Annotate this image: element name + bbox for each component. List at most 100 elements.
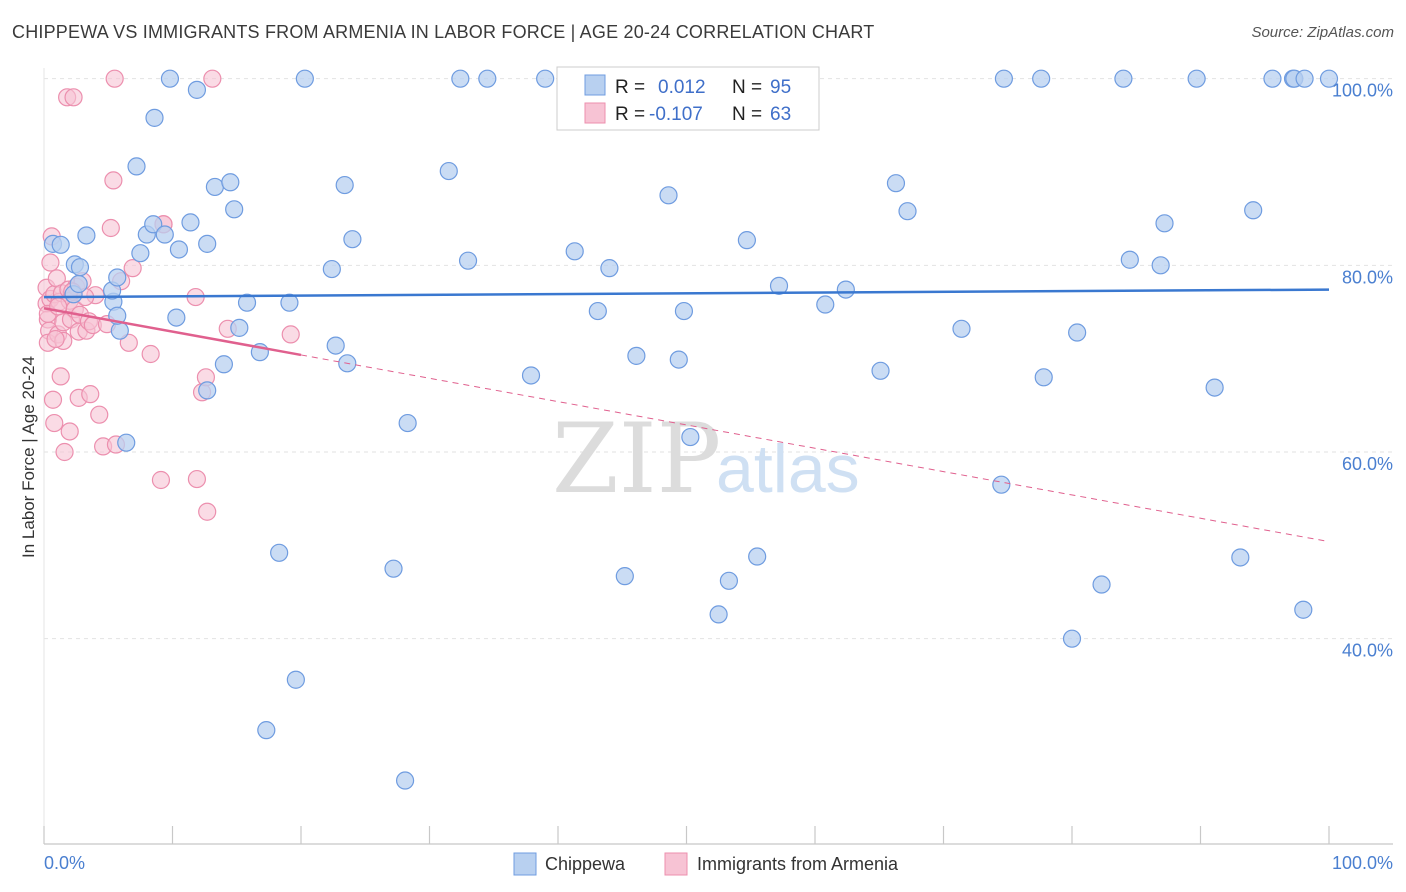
chippewa-point-12 [117,433,136,452]
armenia-point-39 [101,218,120,238]
chippewa-point-1 [51,235,70,254]
y-axis-label: In Labor Force | Age 20-24 [19,356,38,558]
chippewa-point-24 [198,234,217,253]
chippewa-point-52 [565,242,584,261]
chippewa-point-39 [326,336,345,355]
armenia-point-5 [41,253,60,272]
armenia-point-18 [55,442,74,462]
chippewa-point-71 [886,174,906,193]
chippewa-point-44 [395,771,415,790]
y-tick-label-60: 60.0% [1342,454,1393,474]
y-tick-label-80: 80.0% [1342,267,1393,287]
chippewa-point-89 [1263,69,1282,88]
bottom-legend-label-chippewa: Chippewa [545,854,626,874]
armenia-point-60 [46,329,65,349]
legend-n-label-chippewa: N = [732,77,762,98]
chippewa-point-25 [205,177,225,197]
bottom-legend-label-armenia: Immigrants from Armenia [697,854,899,874]
chippewa-point-22 [181,213,200,232]
chippewa-point-8 [110,321,129,340]
chippewa-point-3 [69,274,88,294]
chippewa-point-70 [871,361,890,380]
chippewa-point-27 [214,355,233,374]
chippewa-point-37 [295,69,314,88]
chippewa-point-60 [674,301,694,321]
chippewa-point-74 [992,475,1011,494]
chippewa-point-75 [994,69,1013,88]
chippewa-point-85 [1187,69,1206,88]
chippewa-point-61 [681,427,700,447]
chippewa-point-63 [709,605,728,624]
armenia-point-55 [203,69,222,88]
watermark-atlas: atlas [716,431,860,507]
y-tick-labels: 40.0% 60.0% 80.0% 100.0% [1332,81,1393,661]
chippewa-point-79 [1068,323,1087,342]
y-tick-label-40: 40.0% [1342,641,1393,661]
chippewa-point-88 [1244,201,1263,220]
armenia-point-9 [43,390,63,409]
legend-n-value-chippewa: 95 [770,77,791,98]
armenia-point-41 [105,69,124,88]
chippewa-point-47 [451,69,470,88]
chippewa-point-30 [230,318,249,337]
chippewa-point-68 [816,295,835,314]
chippewa-point-84 [1155,214,1174,233]
chippewa-point-46 [439,161,458,181]
chippewa-point-93 [1294,600,1313,619]
legend-r-value-chippewa: 0.012 [658,77,706,98]
chippewa-point-49 [478,69,497,88]
chippewa-point-72 [898,202,917,221]
bottom-legend-swatch-armenia [664,852,688,876]
chippewa-point-92 [1295,69,1314,88]
chippewa-point-19 [167,308,186,327]
chippewa-point-13 [127,157,146,176]
armenia-point-36 [90,405,109,424]
chippewa-point-48 [458,251,478,270]
chippewa-point-76 [1032,69,1051,88]
chippewa-point-78 [1062,629,1082,648]
chart-title: CHIPPEWA VS IMMIGRANTS FROM ARMENIA IN L… [12,22,875,42]
chippewa-point-38 [322,259,341,279]
armenia-point-50 [187,469,207,489]
chippewa-point-33 [257,721,276,740]
chippewa-point-65 [737,231,756,250]
chippewa-points [43,69,1339,790]
watermark-zip: ZIP [552,403,721,515]
chippewa-point-77 [1034,368,1053,387]
chippewa-point-54 [600,259,619,278]
chippewa-point-28 [221,173,240,192]
trend-line-chippewa [43,288,1330,299]
chippewa-point-83 [1151,256,1170,275]
chippewa-point-73 [952,319,971,338]
chippewa-point-26 [198,381,217,400]
chippewa-point-42 [343,230,362,249]
x-tick-label-min: 0.0% [44,853,85,873]
trend-line-armenia-dashed [300,354,1330,543]
chippewa-point-53 [588,301,607,321]
chippewa-point-14 [131,244,150,263]
legend-swatch-armenia [584,102,606,124]
y-tick-label-100: 100.0% [1332,81,1393,101]
chippewa-point-21 [160,69,180,88]
chippewa-point-6 [70,258,90,277]
chippewa-point-66 [748,547,767,566]
armenia-point-44 [119,333,138,352]
armenia-point-10 [45,413,64,433]
legend-n-label-armenia: N = [732,104,762,125]
chippewa-point-31 [237,293,257,312]
chippewa-point-43 [384,559,403,578]
armenia-point-47 [151,470,171,490]
chippewa-point-29 [225,200,244,219]
legend-r-value-armenia: -0.107 [649,104,703,125]
chippewa-point-56 [627,346,646,365]
chippewa-point-55 [615,567,634,586]
chippewa-point-20 [169,240,189,259]
x-ticks [43,826,1330,844]
chippewa-point-87 [1231,548,1250,567]
trend-line-armenia-solid [43,307,302,357]
armenia-point-46 [141,344,160,364]
armenia-point-33 [81,385,100,404]
chippewa-point-80 [1092,575,1111,594]
stats-legend: R = 0.012 N = 95 R = -0.107 N = 63 [556,66,820,131]
chippewa-point-59 [669,350,688,369]
